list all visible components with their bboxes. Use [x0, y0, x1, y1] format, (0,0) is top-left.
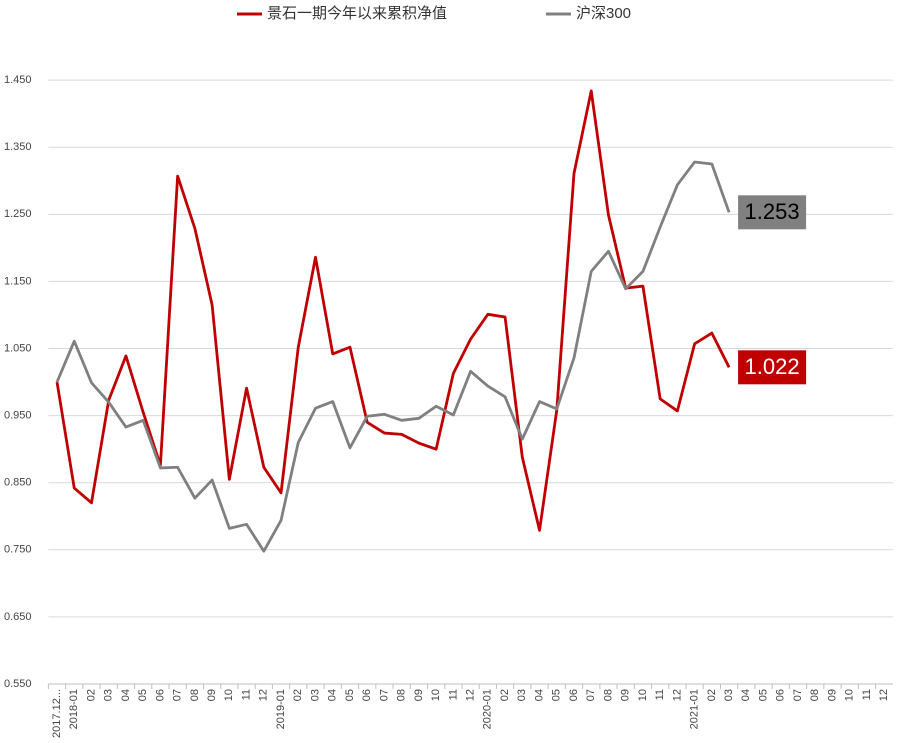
- y-tick-label: 1.250: [4, 208, 32, 220]
- x-tick-label: 05: [137, 689, 149, 701]
- x-tick-label: 07: [172, 689, 184, 701]
- x-tick-label: 07: [792, 689, 804, 701]
- x-tick-label: 06: [154, 689, 166, 701]
- y-tick-label: 0.750: [4, 544, 32, 556]
- x-tick-label: 2018-01: [68, 689, 80, 729]
- end-label-box: [738, 350, 807, 385]
- y-tick-label: 1.450: [4, 74, 32, 86]
- x-tick-label: 02: [499, 689, 511, 701]
- x-tick-label: 06: [568, 689, 580, 701]
- x-tick-label: 10: [223, 689, 235, 701]
- x-tick-label: 2021-01: [689, 689, 701, 729]
- x-tick-label: 10: [637, 689, 649, 701]
- x-tick-label: 07: [378, 689, 390, 701]
- x-tick-label: 09: [413, 689, 425, 701]
- x-tick-label: 03: [309, 689, 321, 701]
- x-tick-label: 2019-01: [275, 689, 287, 729]
- end-label-box: [738, 195, 807, 230]
- y-tick-label: 1.050: [4, 342, 32, 354]
- x-tick-label: 02: [706, 689, 718, 701]
- x-tick-label: 08: [809, 689, 821, 701]
- end-label: 1.253: [745, 199, 800, 224]
- legend-label: 沪深300: [576, 5, 631, 22]
- x-tick-label: 08: [602, 689, 614, 701]
- x-tick-label: 08: [396, 689, 408, 701]
- x-tick-label: 09: [826, 689, 838, 701]
- x-tick-label: 05: [344, 689, 356, 701]
- x-tick-label: 08: [189, 689, 201, 701]
- x-tick-label: 04: [533, 689, 545, 701]
- x-tick-label: 09: [206, 689, 218, 701]
- y-tick-label: 0.950: [4, 410, 32, 422]
- y-tick-label: 0.650: [4, 611, 32, 623]
- y-tick-label: 0.850: [4, 477, 32, 489]
- x-tick-label: 07: [585, 689, 597, 701]
- x-tick-label: 03: [516, 689, 528, 701]
- x-tick-label: 06: [775, 689, 787, 701]
- x-tick-label: 04: [740, 689, 752, 701]
- x-tick-label: 11: [861, 689, 873, 700]
- x-tick-label: 03: [723, 689, 735, 701]
- x-tick-label: 05: [551, 689, 563, 701]
- x-tick-label: 11: [654, 689, 666, 700]
- x-tick-label: 11: [240, 689, 252, 700]
- x-tick-label: 04: [327, 689, 339, 701]
- x-tick-label: 12: [671, 689, 683, 701]
- x-tick-label: 10: [844, 689, 856, 701]
- y-tick-label: 0.550: [4, 678, 32, 690]
- x-tick-label: 02: [292, 689, 304, 701]
- line-series: [55, 160, 731, 553]
- x-tick-label: 10: [430, 689, 442, 701]
- x-tick-label: 2017.12...: [51, 689, 63, 738]
- x-tick-label: 09: [620, 689, 632, 701]
- x-tick-label: 02: [85, 689, 97, 701]
- x-tick-label: 12: [465, 689, 477, 701]
- x-tick-label: 04: [120, 689, 132, 701]
- x-tick-label: 12: [258, 689, 270, 701]
- x-tick-label: 06: [361, 689, 373, 701]
- x-tick-label: 03: [103, 689, 115, 701]
- x-tick-label: 12: [878, 689, 890, 701]
- y-tick-label: 1.350: [4, 141, 32, 153]
- end-label: 1.022: [745, 354, 800, 379]
- x-tick-label: 2020-01: [482, 689, 494, 729]
- x-tick-label: 05: [757, 689, 769, 701]
- line-series: [55, 89, 731, 532]
- legend-label: 景石一期今年以来累积净值: [267, 5, 447, 22]
- x-tick-label: 11: [447, 689, 459, 700]
- y-tick-label: 1.150: [4, 275, 32, 287]
